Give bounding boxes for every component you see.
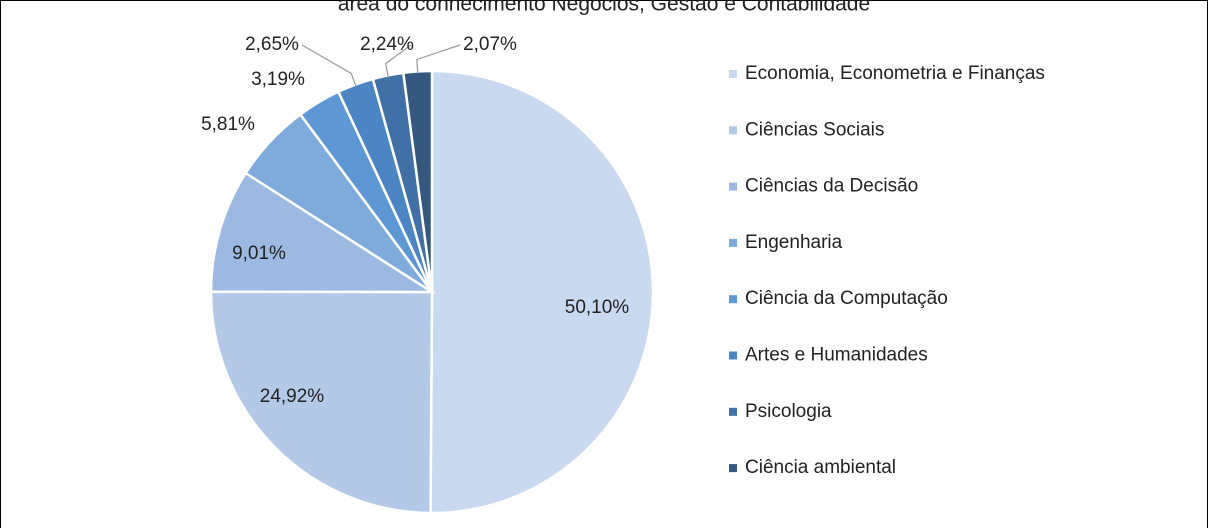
legend-label: Economia, Econometria e Finanças: [745, 63, 1045, 84]
legend-marker: [729, 238, 737, 247]
data-label: 2,65%: [245, 34, 299, 55]
legend-marker: [729, 126, 737, 135]
data-label: 5,81%: [201, 114, 255, 135]
legend-label: Engenharia: [745, 232, 843, 253]
legend-marker: [729, 70, 737, 78]
data-label: 2,07%: [463, 34, 517, 55]
leader-line: [416, 44, 461, 74]
legend-label: Ciências Sociais: [745, 119, 884, 140]
pie-slice: [429, 69, 655, 515]
chart-title: área do conhecimento Negócios, Gestão e …: [338, 0, 870, 16]
legend-label: Ciência ambiental: [745, 457, 896, 478]
data-label: 2,24%: [360, 34, 414, 55]
legend-label: Artes e Humanidades: [745, 345, 928, 366]
legend-marker: [729, 407, 737, 416]
legend-marker: [729, 182, 737, 191]
legend-label: Ciência da Computação: [745, 288, 948, 309]
legend-marker: [729, 351, 737, 360]
legend-label: Ciências da Decisão: [745, 176, 918, 197]
legend-marker: [729, 464, 737, 473]
leader-line: [301, 44, 357, 87]
data-label: 50,10%: [565, 297, 630, 318]
legend-marker: [729, 295, 737, 304]
data-label: 24,92%: [260, 386, 325, 407]
data-label: 3,19%: [251, 69, 305, 90]
leader-line: [384, 44, 412, 78]
pie-slice: [209, 290, 434, 515]
data-label: 9,01%: [232, 243, 286, 264]
pie-slice: [209, 171, 437, 294]
legend-label: Psicologia: [745, 401, 832, 422]
